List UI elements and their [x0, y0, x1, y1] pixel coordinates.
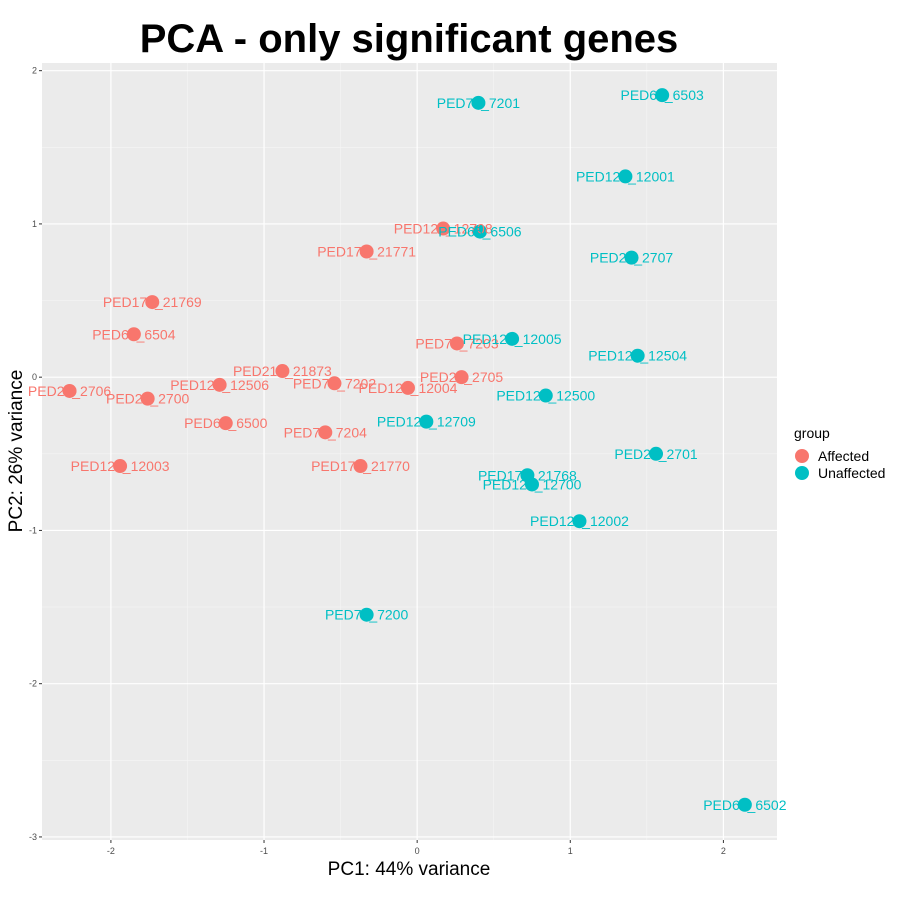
point-label: PED127_12709: [377, 414, 476, 430]
data-point: [400, 380, 415, 395]
point-label: PED72_7202: [293, 375, 377, 391]
y-tick-label: 0: [32, 372, 37, 382]
x-tick-label: 0: [415, 846, 420, 856]
data-point: [436, 221, 451, 236]
y-tick-label: -2: [29, 679, 37, 689]
data-points: [62, 88, 752, 812]
legend-key-affected: [795, 449, 809, 463]
data-point: [624, 250, 639, 265]
data-point: [62, 383, 77, 398]
point-label: PED72_7203: [415, 335, 499, 351]
data-point: [218, 416, 233, 431]
x-tick-label: 1: [568, 846, 573, 856]
data-point: [359, 244, 374, 259]
data-point: [318, 425, 333, 440]
point-label: PED210_21873: [233, 363, 332, 379]
data-point: [359, 607, 374, 622]
data-point: [454, 370, 469, 385]
point-label: PED120_12001: [576, 168, 675, 184]
point-label: PED65_6503: [621, 87, 705, 103]
point-label: PED125_12506: [170, 377, 269, 393]
point-label: PED65_6502: [703, 797, 787, 813]
data-point: [505, 331, 520, 346]
data-point: [472, 224, 487, 239]
data-point: [275, 364, 290, 379]
point-label: PED72_7204: [284, 424, 368, 440]
data-point: [630, 348, 645, 363]
legend: group Affected Unaffected: [794, 425, 885, 481]
point-label: PED27_2706: [28, 383, 112, 399]
data-point: [471, 95, 486, 110]
point-label: PED65_6506: [438, 224, 522, 240]
data-point: [353, 459, 368, 474]
point-label: PED27_2700: [106, 391, 190, 407]
x-axis-title: PC1: 44% variance: [328, 859, 491, 880]
data-point: [737, 797, 752, 812]
data-point: [655, 88, 670, 103]
x-tick-label: -1: [260, 846, 268, 856]
legend-title: group: [794, 425, 830, 441]
data-point: [327, 376, 342, 391]
data-point: [649, 446, 664, 461]
data-point: [145, 295, 160, 310]
point-label: PED120_12005: [463, 331, 562, 347]
point-label: PED172_21770: [311, 458, 410, 474]
y-axis-title: PC2: 26% variance: [6, 370, 27, 533]
data-point: [449, 336, 464, 351]
point-label: PED120_12002: [530, 513, 629, 529]
y-tick-label: -1: [29, 525, 37, 535]
y-axis-ticks: -3 -2 -1 0 1 2: [29, 66, 42, 842]
x-tick-label: -2: [107, 846, 115, 856]
data-point: [419, 414, 434, 429]
chart-title: PCA - only significant genes: [140, 17, 679, 61]
data-point: [212, 377, 227, 392]
point-label: PED27_2707: [590, 250, 674, 266]
major-gridlines: [42, 63, 777, 840]
data-point: [113, 459, 128, 474]
x-axis-ticks: -2 -1 0 1 2: [107, 840, 726, 856]
point-label: PED127_12708: [394, 221, 493, 237]
data-point: [126, 327, 141, 342]
point-label: PED120_12003: [71, 458, 170, 474]
point-label: PED125_12504: [588, 348, 687, 364]
point-label: PED172_21769: [103, 294, 202, 310]
x-tick-label: 2: [721, 846, 726, 856]
point-label: PED172_21771: [317, 244, 416, 260]
data-point: [140, 391, 155, 406]
data-point: [538, 388, 553, 403]
point-label: PED65_6504: [92, 326, 176, 342]
point-label: PED120_12004: [359, 380, 458, 396]
y-tick-label: 1: [32, 219, 37, 229]
y-tick-label: 2: [32, 66, 37, 76]
legend-label-affected: Affected: [818, 448, 869, 464]
point-label: PED27_2701: [614, 446, 698, 462]
y-tick-label: -3: [29, 832, 37, 842]
point-label: PED125_12500: [496, 388, 595, 404]
point-labels: PED127_12708 PED172_21771 PED172_21769 PED6…: [28, 87, 787, 813]
data-point: [618, 169, 633, 184]
data-point: [572, 514, 587, 529]
point-label: PED72_7201: [437, 95, 521, 111]
point-label: PED127_12700: [483, 476, 582, 492]
legend-key-unaffected: [795, 466, 809, 480]
point-label: PED65_6500: [184, 415, 268, 431]
point-label: PED72_7200: [325, 607, 409, 623]
point-label: PED27_2705: [420, 369, 504, 385]
data-point: [525, 477, 539, 492]
legend-label-unaffected: Unaffected: [818, 465, 885, 481]
point-label: PED172_21768: [478, 467, 577, 483]
